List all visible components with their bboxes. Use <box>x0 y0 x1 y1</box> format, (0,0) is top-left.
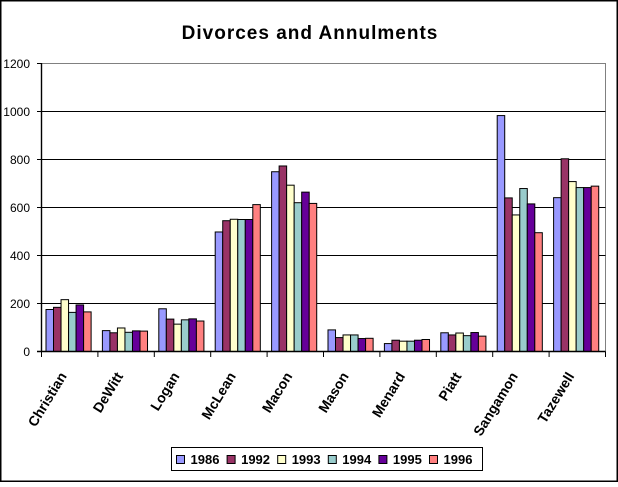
svg-text:1992: 1992 <box>241 452 270 467</box>
svg-text:1200: 1200 <box>3 57 30 71</box>
svg-text:0: 0 <box>23 345 30 359</box>
svg-text:600: 600 <box>10 201 30 215</box>
svg-text:Divorces and Annulments: Divorces and Annulments <box>182 23 439 44</box>
svg-text:1986: 1986 <box>191 452 220 467</box>
svg-text:1993: 1993 <box>292 452 321 467</box>
svg-text:1996: 1996 <box>444 452 473 467</box>
svg-text:1000: 1000 <box>3 105 30 119</box>
svg-text:1995: 1995 <box>393 452 422 467</box>
svg-text:400: 400 <box>10 249 30 263</box>
svg-text:800: 800 <box>10 153 30 167</box>
svg-text:200: 200 <box>10 297 30 311</box>
svg-text:1994: 1994 <box>342 452 372 467</box>
